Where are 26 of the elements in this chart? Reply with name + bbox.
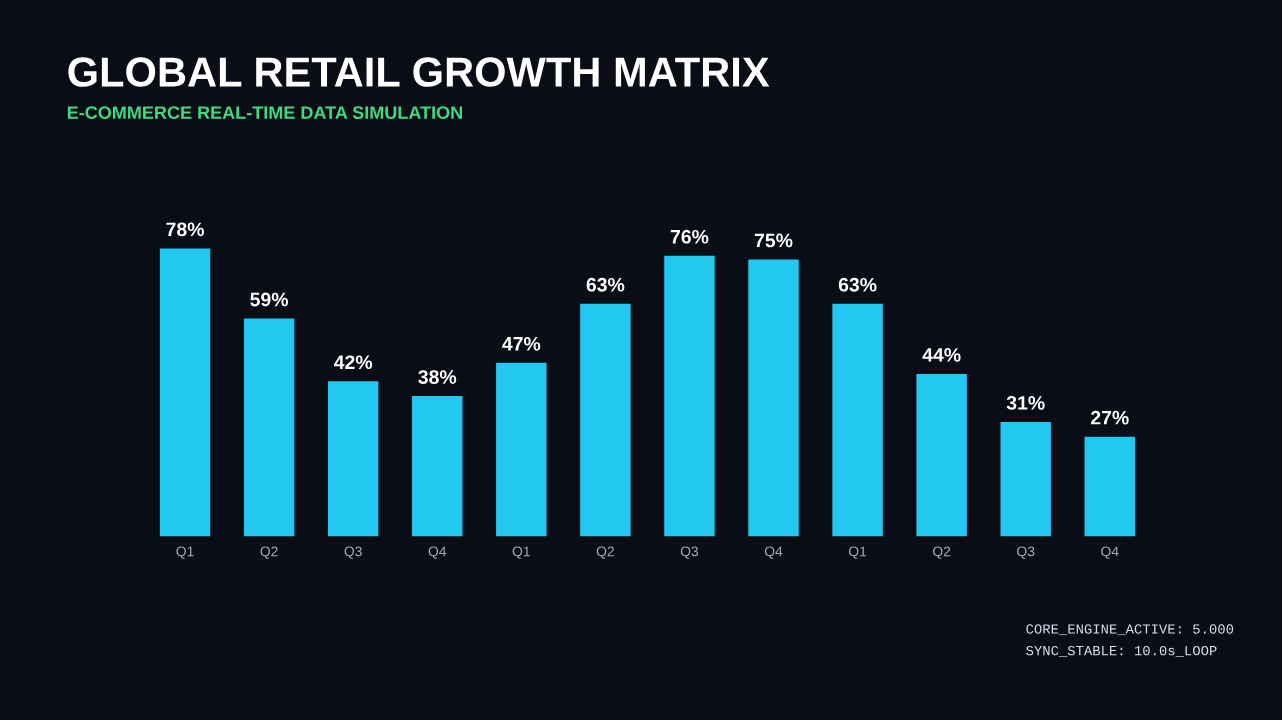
data-label: 59% bbox=[250, 292, 289, 307]
bar bbox=[1084, 436, 1135, 537]
bar bbox=[159, 248, 211, 537]
bar bbox=[243, 318, 295, 537]
data-label: 75% bbox=[754, 233, 793, 248]
data-label: 38% bbox=[418, 370, 457, 384]
data-label: 42% bbox=[334, 355, 373, 370]
bar bbox=[664, 255, 715, 537]
bar bbox=[916, 373, 967, 537]
chart-subtitle: E-COMMERCE REAL-TIME DATA SIMULATION bbox=[67, 106, 462, 119]
data-label: 78% bbox=[166, 222, 204, 237]
data-label: 44% bbox=[922, 348, 961, 362]
data-label: 47% bbox=[502, 336, 541, 351]
bar bbox=[1000, 421, 1051, 537]
chart-title: GLOBAL RETAIL GROWTH MATRIX bbox=[68, 57, 770, 87]
data-label: 27% bbox=[1090, 410, 1129, 425]
bar bbox=[832, 303, 883, 537]
bar bbox=[412, 396, 463, 537]
bar bbox=[748, 259, 799, 537]
data-label: 63% bbox=[838, 277, 877, 292]
bar bbox=[327, 381, 379, 537]
data-label: 76% bbox=[670, 229, 709, 244]
bar bbox=[496, 362, 547, 537]
data-label: 31% bbox=[1006, 395, 1045, 410]
bar bbox=[580, 303, 631, 537]
data-label: 63% bbox=[586, 277, 625, 292]
